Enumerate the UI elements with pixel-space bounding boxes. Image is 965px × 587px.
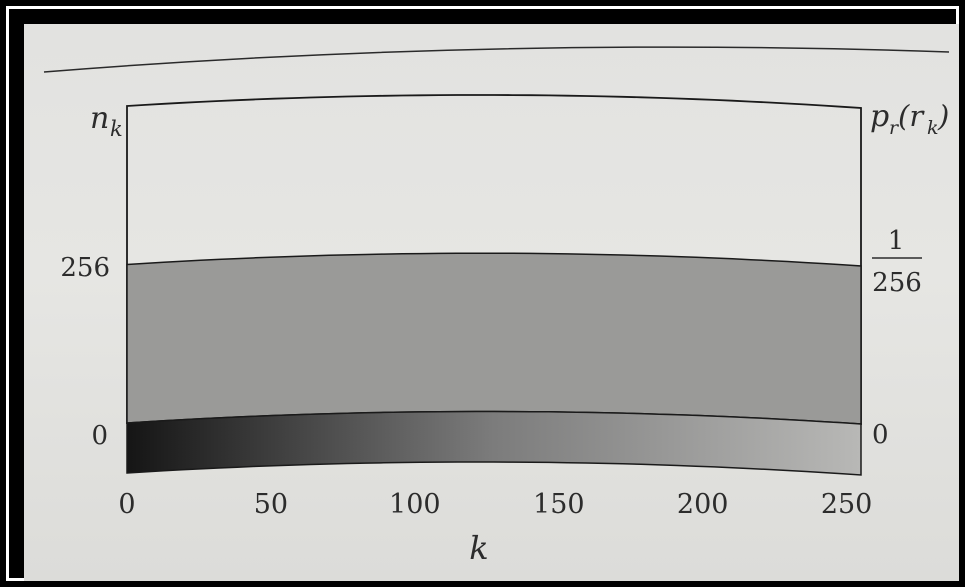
left-axis-label-subscript: k — [110, 117, 123, 141]
right-axis-label: p — [870, 99, 889, 134]
y-tick-right-denominator: 256 — [872, 268, 922, 298]
x-tick-label: 100 — [389, 489, 441, 520]
right-axis-label-subscript: r — [889, 117, 900, 139]
right-axis-label-arg-subscript: k — [927, 117, 939, 139]
histogram-texture — [127, 253, 861, 424]
histogram-chart: n k p r (r k ) 256 0 1 256 0 0 50 100 150 20… — [43, 46, 950, 567]
y-tick-right-numerator: 1 — [888, 226, 905, 256]
right-axis-label-close: ) — [937, 99, 949, 133]
gray-level-colorbar — [126, 410, 862, 476]
x-axis-label: k — [469, 529, 488, 567]
x-tick-labels: 0 50 100 150 200 250 — [118, 489, 872, 520]
book-page-photo: n k p r (r k ) 256 0 1 256 0 0 50 100 150 20… — [24, 24, 959, 581]
x-tick-label: 250 — [821, 489, 873, 520]
photo-frame: n k p r (r k ) 256 0 1 256 0 0 50 100 150 20… — [6, 6, 959, 581]
x-tick-label: 150 — [533, 489, 585, 520]
left-axis-label: n — [90, 101, 109, 136]
right-axis-label-arg: (r — [898, 99, 925, 133]
x-tick-label: 0 — [118, 489, 135, 520]
y-tick-right-0: 0 — [872, 420, 889, 450]
page-rule — [43, 46, 950, 73]
y-tick-left-0: 0 — [91, 421, 108, 451]
x-tick-label: 200 — [677, 489, 729, 520]
x-tick-label: 50 — [254, 489, 288, 520]
y-tick-left-256: 256 — [60, 253, 110, 283]
